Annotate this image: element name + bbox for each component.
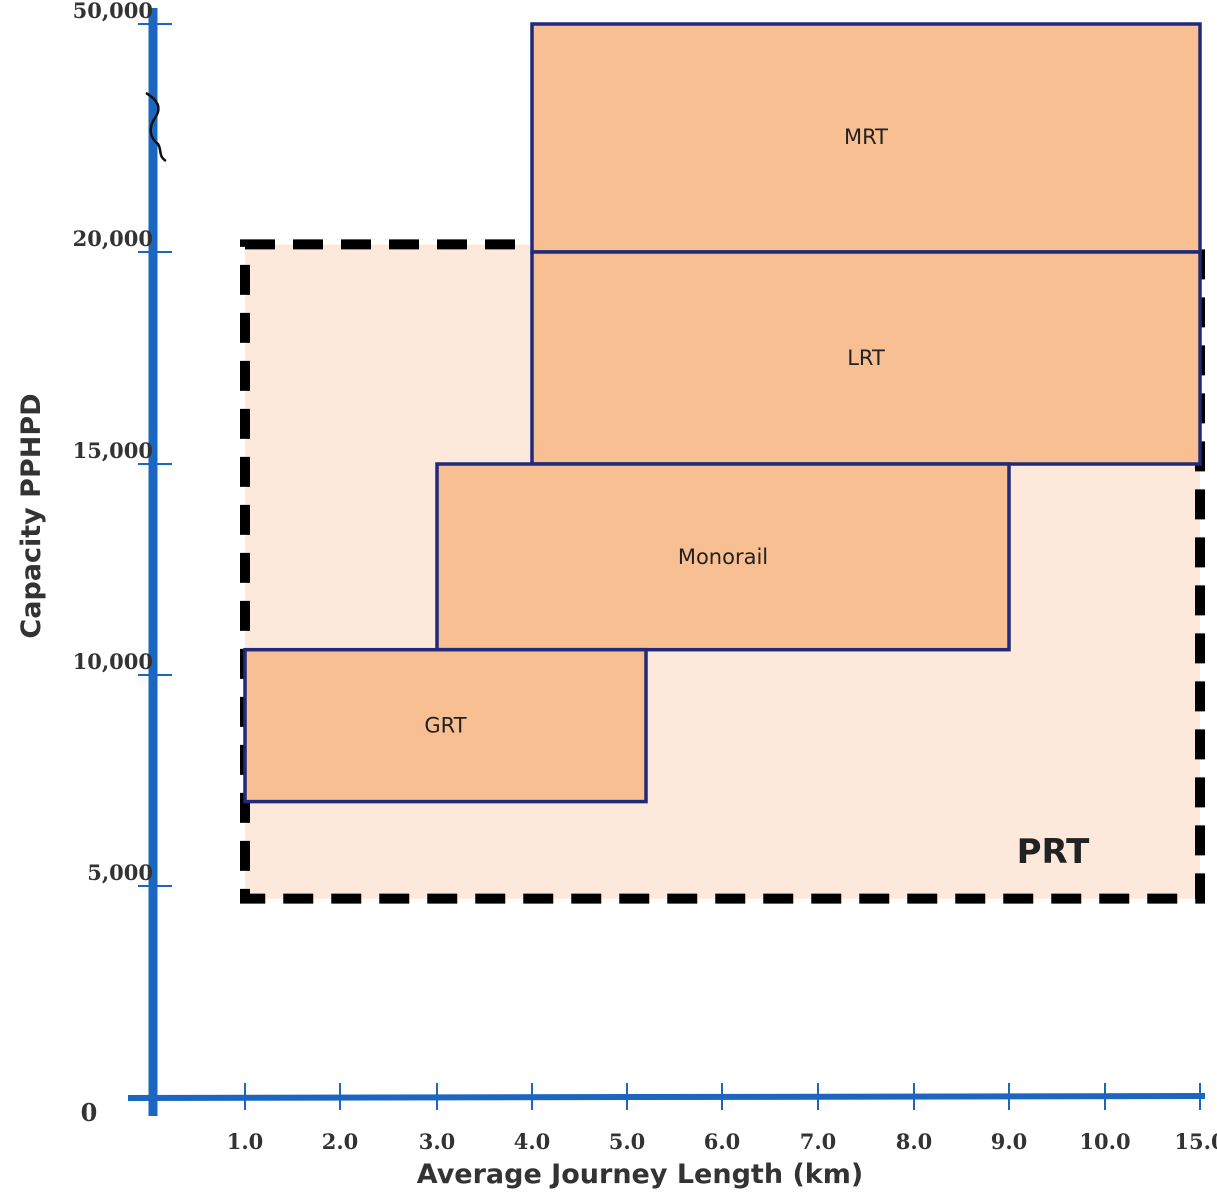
range-box-grt [243, 647, 648, 804]
y-tick-label: 5,000 [87, 860, 153, 885]
x-axis-title: Average Journey Length (km) [417, 1159, 863, 1190]
x-tick-label: 7.0 [800, 1129, 837, 1154]
tick-labels-layer: 1.0 2.0 3.0 4.0 5.0 6.0 7.0 8.0 9.0 10.0 15.0 0 5,00… [73, 0, 1217, 1154]
range-label-mrt: MRT [844, 125, 888, 149]
axis-break-mark [145, 91, 167, 163]
range-box-lrt [530, 250, 1202, 466]
x-tick-label: 8.0 [896, 1129, 933, 1154]
prt-label: PRT [1017, 832, 1091, 872]
y-tick-label: 10,000 [73, 649, 153, 674]
x-tick-label: 3.0 [419, 1129, 456, 1154]
range-box-monorail [435, 462, 1011, 652]
range-label-grt: GRT [424, 714, 466, 738]
y-tick-label: 15,000 [73, 438, 153, 463]
range-label-monorail: Monorail [678, 545, 768, 569]
x-tick-label: 1.0 [227, 1129, 264, 1154]
axes-layer [127, 8, 1206, 1116]
x-tick-label: 15.0 [1174, 1129, 1217, 1154]
range-label-lrt: LRT [847, 346, 885, 370]
y-tick-label: 20,000 [73, 226, 153, 251]
range-box-mrt [530, 22, 1202, 254]
x-tick-label: 9.0 [991, 1129, 1028, 1154]
y-tick-label: 0 [81, 1098, 98, 1127]
x-axis-line [127, 1093, 1206, 1101]
x-tick-label: 2.0 [322, 1129, 359, 1154]
y-axis-title: Capacity PPHPD [16, 393, 47, 638]
x-tick-label: 5.0 [609, 1129, 646, 1154]
range-boxes-layer: MRT LRT Monorail GRT [243, 22, 1202, 804]
x-tick-label: 4.0 [514, 1129, 551, 1154]
x-tick-label: 10.0 [1079, 1129, 1130, 1154]
x-tick-label: 6.0 [704, 1129, 741, 1154]
y-tick-label: 50,000 [73, 0, 153, 23]
